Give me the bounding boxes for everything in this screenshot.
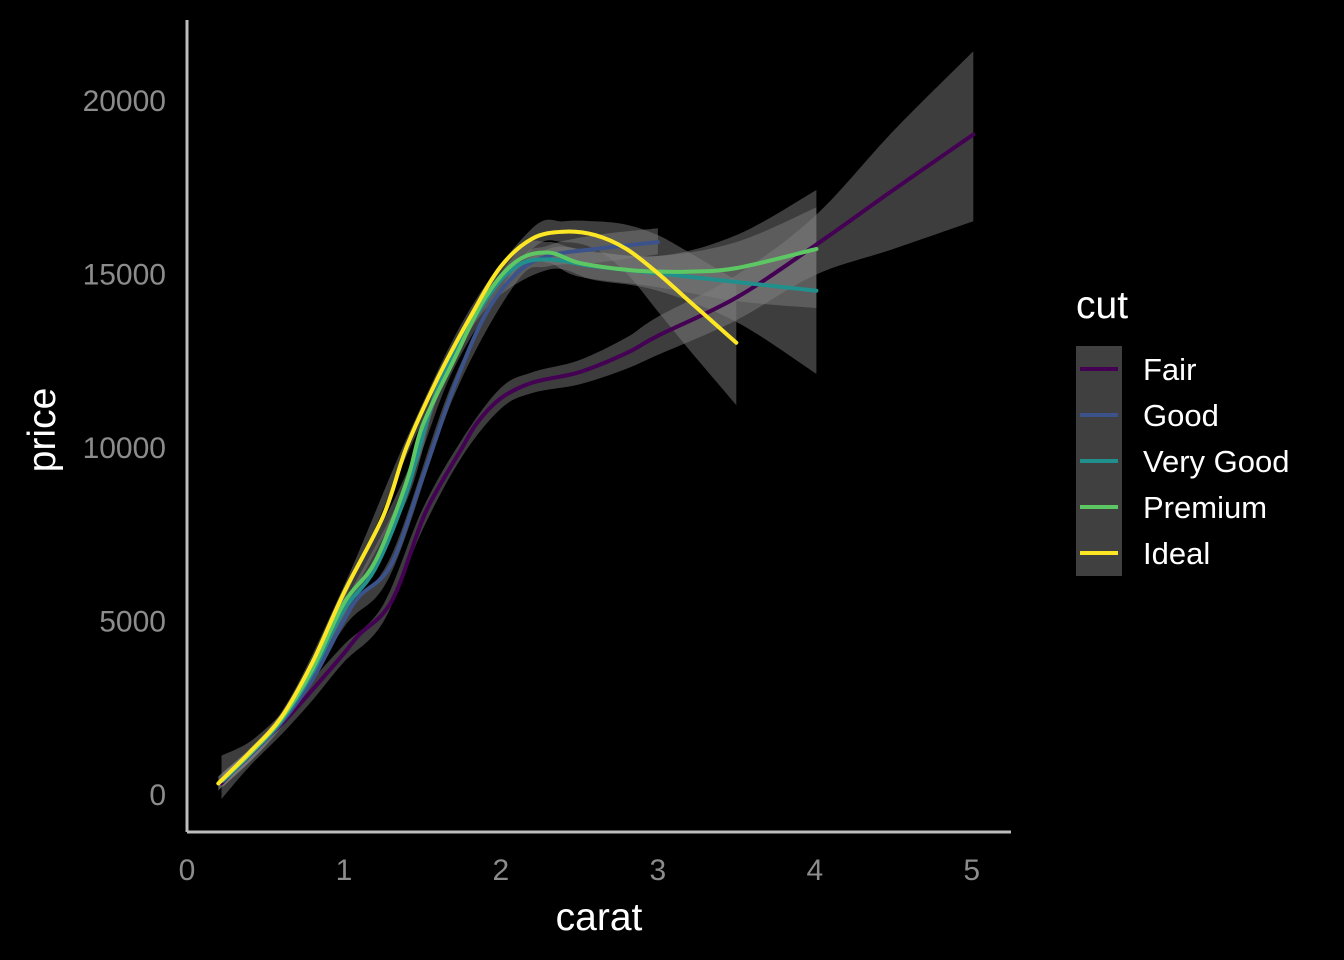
series-lines	[216, 132, 976, 786]
x-tick-label: 5	[963, 854, 980, 887]
x-tick-label: 0	[179, 854, 196, 887]
x-tick-label: 1	[336, 854, 353, 887]
y-axis-title: price	[21, 388, 64, 473]
y-tick-label: 15000	[83, 258, 166, 291]
series-line-ideal	[216, 229, 739, 786]
legend-label-premium: Premium	[1143, 490, 1267, 525]
legend-label-fair: Fair	[1143, 352, 1196, 387]
x-tick-label: 3	[650, 854, 667, 887]
y-tick-label: 0	[149, 779, 166, 812]
x-tick-label: 4	[806, 854, 823, 887]
x-axis-title: carat	[556, 896, 643, 939]
y-tick-label: 20000	[83, 85, 166, 118]
legend-label-good: Good	[1143, 398, 1219, 433]
legend-title: cut	[1076, 284, 1128, 327]
legend: cut Fair Good Very Good Premium Ideal	[1076, 284, 1289, 576]
y-tick-labels: 0 5000 10000 15000 20000	[83, 85, 166, 812]
legend-items: Fair Good Very Good Premium Ideal	[1076, 346, 1289, 576]
legend-label-ideal: Ideal	[1143, 536, 1210, 571]
legend-label-very-good: Very Good	[1143, 444, 1289, 479]
x-tick-labels: 0 1 2 3 4 5	[179, 854, 980, 887]
series-line-fair	[219, 132, 976, 786]
confidence-band-premium	[218, 190, 817, 791]
y-tick-label: 5000	[99, 605, 166, 638]
x-tick-label: 2	[493, 854, 510, 887]
series-line-premium	[216, 247, 819, 786]
y-tick-label: 10000	[83, 432, 166, 465]
